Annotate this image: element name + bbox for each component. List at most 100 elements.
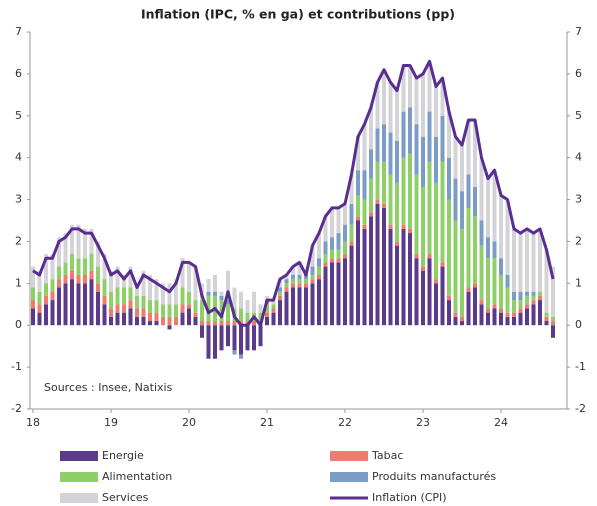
bar-segment [414, 258, 419, 326]
bar-segment [278, 291, 282, 296]
bar-segment [44, 254, 48, 284]
bar-segment [135, 308, 139, 317]
bar-segment [141, 270, 146, 296]
bar-segment [232, 325, 237, 351]
bar-segment [479, 245, 484, 301]
bar-segment [388, 174, 393, 225]
bar-segment [525, 291, 529, 296]
bar-segment [174, 304, 178, 317]
bar-segment [492, 258, 497, 305]
bar-segment [180, 258, 185, 288]
bar-segment [401, 228, 406, 326]
bar-segment [70, 224, 74, 255]
bar-segment [512, 228, 516, 292]
bar-segment [193, 300, 198, 313]
bar-segment [414, 78, 419, 125]
x-tick-label: 24 [494, 416, 508, 429]
bar-segment [161, 304, 165, 317]
bar-segment [63, 233, 68, 263]
bar-segment [336, 258, 341, 263]
x-tick-label: 19 [104, 416, 118, 429]
y2-tick-label: 0 [575, 318, 582, 331]
y-tick-label: -1 [11, 360, 22, 373]
bar-segment [70, 270, 74, 280]
bar-segment [544, 316, 549, 322]
legend-label: Inflation (CPI) [372, 491, 447, 504]
bar-segment [96, 283, 100, 292]
bar-segment [167, 316, 172, 326]
bar-segment [551, 316, 555, 322]
bar-segment [258, 325, 263, 347]
bar-segment [362, 224, 367, 229]
bar-segment [70, 279, 74, 326]
bar-segment [362, 199, 367, 225]
y-tick-label: 7 [15, 25, 22, 38]
bar-segment [89, 270, 94, 280]
y-tick-label: -2 [11, 402, 22, 415]
bar-segment [310, 283, 315, 326]
bar-segment [460, 316, 464, 322]
legend-swatch [60, 493, 98, 503]
bar-segment [518, 300, 523, 309]
bar-segment [245, 312, 250, 322]
bar-segment [460, 228, 464, 317]
bar-segment [161, 316, 165, 326]
bar-segment [206, 279, 211, 292]
y-tick-label: 2 [15, 234, 22, 247]
bar-segment [531, 233, 536, 292]
bar-segment [434, 136, 438, 183]
bar-segment [37, 270, 42, 292]
bar-segment [148, 300, 152, 313]
bar-segment [356, 216, 360, 221]
bar-segment [271, 304, 276, 309]
bar-segment [284, 279, 289, 284]
bar-segment [544, 321, 549, 326]
bar-segment [395, 90, 399, 141]
bar-segment [323, 254, 328, 263]
bar-segment [89, 279, 94, 326]
bar-segment [512, 291, 516, 301]
bar-segment [154, 321, 159, 326]
bar-segment [473, 186, 477, 217]
legend-label: Energie [102, 449, 144, 462]
y2-tick-label: 7 [575, 25, 582, 38]
x-tick-label: 20 [182, 416, 196, 429]
bar-segment [427, 258, 432, 326]
bar-segment [479, 304, 484, 326]
bar-segment [317, 258, 321, 267]
bar-segment [83, 228, 87, 259]
bar-segment [479, 300, 484, 305]
bar-segment [323, 216, 328, 242]
line [32, 59, 555, 327]
bar-segment [193, 312, 198, 317]
bar-segment [109, 270, 113, 292]
bar-segment [421, 266, 425, 271]
bar-segment [512, 300, 516, 313]
bar-segment [167, 283, 172, 305]
bar-segment [297, 274, 302, 280]
y-tick-label: 5 [15, 109, 22, 122]
bar-segment [76, 258, 81, 275]
bar-segment [505, 287, 510, 313]
bar-segment [226, 321, 230, 326]
bar-segment [219, 291, 224, 296]
bar-segment [323, 266, 328, 326]
bar-segment [200, 321, 204, 326]
bar-segment [31, 300, 35, 309]
bar-segment [135, 316, 139, 326]
bar-segment [466, 207, 471, 288]
bar-segment [239, 291, 243, 309]
bar-segment [525, 228, 529, 292]
bar-segment [434, 86, 438, 137]
bar-segment [297, 279, 302, 284]
bar-segment [44, 295, 48, 305]
chart-title: Inflation (IPC, % en ga) et contribution… [141, 7, 455, 22]
legend-label: Tabac [371, 449, 403, 462]
bar-segment [538, 228, 542, 292]
bar-segment [336, 262, 341, 326]
bar-segment [180, 312, 185, 326]
x-tick-label: 22 [338, 416, 352, 429]
bar-segment [544, 249, 549, 313]
bar-segment [76, 283, 81, 326]
bar-segment [37, 304, 42, 313]
